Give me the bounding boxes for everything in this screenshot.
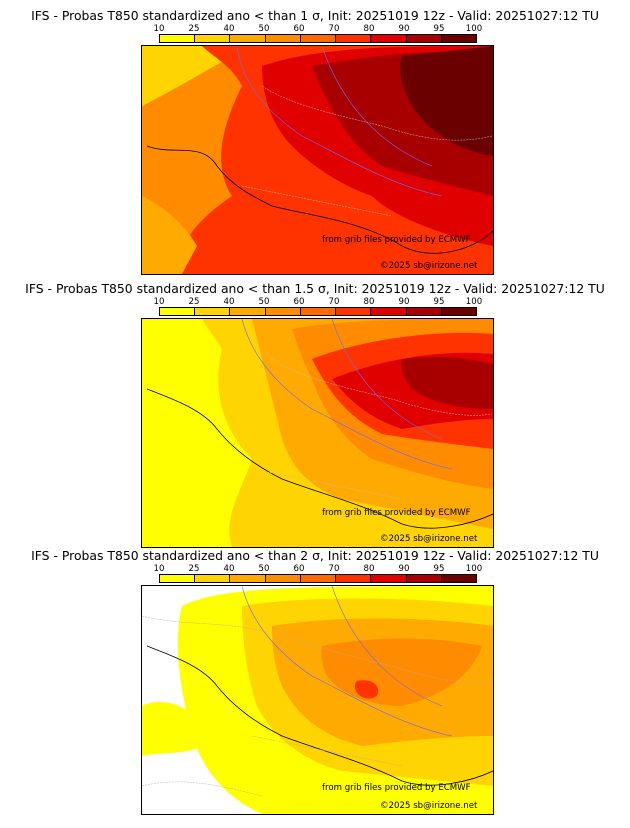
colorbar-swatch	[371, 308, 407, 315]
map-graphic-1: from grib files provided by ECMWF ©2025 …	[142, 46, 493, 274]
colorbar-2	[159, 307, 477, 316]
colorbar-ticks-2: 10 25 40 50 60 70 80 90 95 100	[153, 297, 483, 307]
colorbar-swatch	[300, 575, 337, 582]
colorbar-swatch	[230, 35, 266, 42]
tick-label: 50	[258, 24, 270, 34]
probability-map-3: from grib files provided by ECMWF ©2025 …	[141, 585, 494, 815]
colorbar-swatch	[230, 308, 266, 315]
colorbar-swatch	[195, 35, 231, 42]
colorbar-swatch	[160, 308, 196, 315]
copyright-credit: ©2025 sb@irizone.net	[380, 534, 478, 544]
tick-label: 95	[433, 297, 445, 307]
tick-label: 100	[465, 24, 483, 34]
map-graphic-2: from grib files provided by ECMWF ©2025 …	[142, 319, 493, 547]
colorbar-swatch	[336, 35, 372, 42]
tick-label: 70	[328, 24, 340, 34]
tick-label: 80	[363, 297, 375, 307]
tick-label: 40	[223, 24, 235, 34]
panel-title-3: IFS - Probas T850 standardized ano < tha…	[31, 548, 599, 563]
tick-label: 25	[188, 564, 200, 574]
map-panel-3: IFS - Probas T850 standardized ano < tha…	[0, 548, 630, 823]
colorbar-swatch	[265, 575, 301, 582]
tick-label: 80	[363, 564, 375, 574]
panel-title-2: IFS - Probas T850 standardized ano < tha…	[25, 281, 605, 296]
colorbar-swatch	[230, 575, 266, 582]
colorbar-swatch	[195, 575, 231, 582]
tick-label: 80	[363, 24, 375, 34]
tick-label: 90	[398, 297, 410, 307]
source-credit: from grib files provided by ECMWF	[322, 235, 471, 245]
map-panel-2: IFS - Probas T850 standardized ano < tha…	[0, 281, 630, 551]
tick-label: 40	[223, 297, 235, 307]
tick-label: 50	[258, 297, 270, 307]
colorbar-swatch	[441, 35, 476, 42]
colorbar-swatch	[336, 308, 372, 315]
tick-label: 60	[293, 564, 305, 574]
colorbar-3	[159, 574, 477, 583]
tick-label: 95	[433, 564, 445, 574]
tick-label: 60	[293, 24, 305, 34]
map-graphic-3: from grib files provided by ECMWF ©2025 …	[142, 586, 493, 814]
probability-map-1: from grib files provided by ECMWF ©2025 …	[141, 45, 494, 275]
colorbar-swatch	[371, 35, 407, 42]
colorbar-swatch	[300, 308, 337, 315]
colorbar-swatch	[300, 35, 337, 42]
tick-label: 90	[398, 564, 410, 574]
probability-map-2: from grib files provided by ECMWF ©2025 …	[141, 318, 494, 548]
tick-label: 50	[258, 564, 270, 574]
colorbar-swatch	[406, 308, 442, 315]
colorbar-1	[159, 34, 477, 43]
colorbar-swatch	[406, 575, 442, 582]
tick-label: 10	[153, 564, 165, 574]
map-panel-1: IFS - Probas T850 standardized ano < tha…	[0, 8, 630, 278]
tick-label: 25	[188, 24, 200, 34]
colorbar-swatch	[195, 308, 231, 315]
colorbar-swatch	[406, 35, 442, 42]
tick-label: 10	[153, 24, 165, 34]
colorbar-swatch	[265, 35, 301, 42]
tick-label: 95	[433, 24, 445, 34]
colorbar-swatch	[441, 575, 476, 582]
colorbar-swatch	[265, 308, 301, 315]
colorbar-swatch	[160, 35, 196, 42]
tick-label: 70	[328, 297, 340, 307]
tick-label: 40	[223, 564, 235, 574]
colorbar-ticks-1: 10 25 40 50 60 70 80 90 95 100	[153, 24, 483, 34]
tick-label: 10	[153, 297, 165, 307]
panel-title-1: IFS - Probas T850 standardized ano < tha…	[31, 8, 599, 23]
tick-label: 100	[465, 297, 483, 307]
colorbar-swatch	[371, 575, 407, 582]
colorbar-swatch	[160, 575, 196, 582]
copyright-credit: ©2025 sb@irizone.net	[380, 801, 478, 811]
tick-label: 60	[293, 297, 305, 307]
colorbar-swatch	[336, 575, 372, 582]
source-credit: from grib files provided by ECMWF	[322, 783, 471, 793]
tick-label: 70	[328, 564, 340, 574]
colorbar-ticks-3: 10 25 40 50 60 70 80 90 95 100	[153, 564, 483, 574]
colorbar-swatch	[441, 308, 476, 315]
source-credit: from grib files provided by ECMWF	[322, 508, 471, 518]
tick-label: 25	[188, 297, 200, 307]
tick-label: 90	[398, 24, 410, 34]
copyright-credit: ©2025 sb@irizone.net	[380, 261, 478, 271]
tick-label: 100	[465, 564, 483, 574]
